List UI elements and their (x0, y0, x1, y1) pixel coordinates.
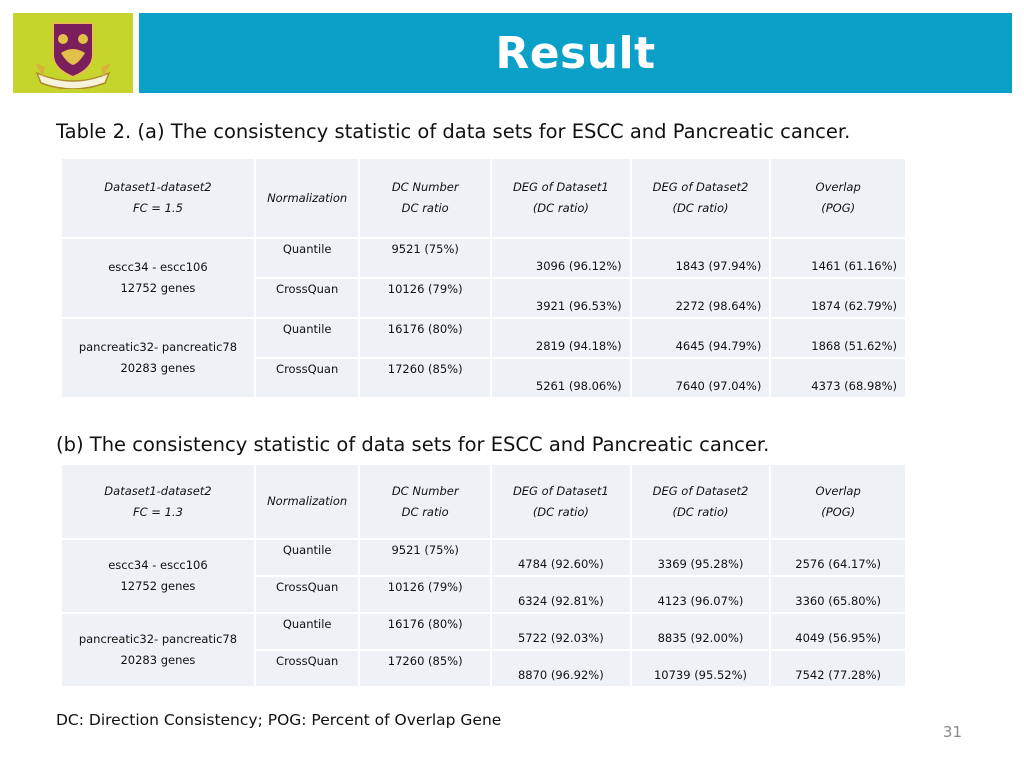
table-a-caption: Table 2. (a) The consistency statistic o… (56, 120, 851, 143)
table-a: Dataset1-dataset2 FC = 1.5 Normalization … (60, 157, 907, 399)
table-header-row: Dataset1-dataset2 FC = 1.3 Normalization … (60, 463, 907, 540)
table-row: CrossQuan 17260 (85%) 8870 (96.92%) 1073… (61, 649, 907, 688)
deg2-cell: 2272 (98.64%) (629, 277, 772, 319)
university-crest-icon (35, 22, 111, 89)
dc-cell: 17260 (85%) (358, 649, 492, 688)
deg2-cell: 4123 (96.07%) (629, 575, 772, 614)
dc-cell: 9521 (75%) (358, 237, 492, 279)
header-cell-normalization: Normalization (253, 157, 361, 239)
header-cell-dataset: Dataset1-dataset2 FC = 1.3 (60, 463, 256, 540)
table-row: pancreatic32- pancreatic78 20283 genes Qu… (60, 612, 907, 688)
header-cell-normalization: Normalization (253, 463, 361, 540)
table-row: CrossQuan 17260 (85%) 5261 (98.06%) 7640… (61, 357, 907, 399)
dc-cell: 10126 (79%) (358, 277, 492, 319)
table-b: Dataset1-dataset2 FC = 1.3 Normalization … (60, 463, 907, 688)
overlap-cell: 1868 (51.62%) (769, 317, 907, 359)
dataset-cell: escc34 - escc106 12752 genes (60, 237, 256, 319)
deg2-cell: 1843 (97.94%) (629, 237, 772, 279)
footnote: DC: Direction Consistency; POG: Percent … (56, 711, 502, 729)
dc-cell: 10126 (79%) (358, 575, 492, 614)
dataset-cell: pancreatic32- pancreatic78 20283 genes (60, 612, 256, 688)
header-cell-deg1: DEG of Dataset1 (DC ratio) (490, 157, 632, 239)
overlap-cell: 1461 (61.16%) (769, 237, 907, 279)
normalization-cell: Quantile (253, 317, 361, 359)
normalization-cell: Quantile (253, 237, 361, 279)
slide-title: Result (139, 13, 1012, 93)
normalization-cell: CrossQuan (253, 649, 361, 688)
header-cell-dc: DC Number DC ratio (358, 463, 492, 540)
dc-cell: 16176 (80%) (358, 612, 492, 651)
header-cell-dataset: Dataset1-dataset2 FC = 1.5 (60, 157, 256, 239)
deg1-cell: 5722 (92.03%) (490, 612, 632, 651)
overlap-cell: 4049 (56.95%) (769, 612, 907, 651)
page-number: 31 (942, 723, 962, 741)
overlap-cell: 7542 (77.28%) (769, 649, 907, 688)
table-row: CrossQuan 10126 (79%) 3921 (96.53%) 2272… (61, 277, 907, 319)
overlap-cell: 3360 (65.80%) (769, 575, 907, 614)
deg2-cell: 4645 (94.79%) (629, 317, 772, 359)
overlap-cell: 4373 (68.98%) (769, 357, 907, 399)
deg1-cell: 8870 (96.92%) (490, 649, 632, 688)
normalization-cell: CrossQuan (253, 575, 361, 614)
deg1-cell: 3921 (96.53%) (490, 277, 632, 319)
deg2-cell: 10739 (95.52%) (629, 649, 772, 688)
deg1-cell: 3096 (96.12%) (490, 237, 632, 279)
overlap-cell: 1874 (62.79%) (769, 277, 907, 319)
deg1-cell: 5261 (98.06%) (490, 357, 632, 399)
table-b-caption: (b) The consistency statistic of data se… (56, 433, 770, 456)
header-cell-overlap: Overlap (POG) (769, 463, 907, 540)
deg2-cell: 3369 (95.28%) (629, 538, 772, 577)
table-row: escc34 - escc106 12752 genes Quantile 952… (60, 538, 907, 614)
deg1-cell: 4784 (92.60%) (490, 538, 632, 577)
header-cell-deg1: DEG of Dataset1 (DC ratio) (490, 463, 632, 540)
deg1-cell: 2819 (94.18%) (490, 317, 632, 359)
header-cell-deg2: DEG of Dataset2 (DC ratio) (629, 463, 772, 540)
dataset-cell: pancreatic32- pancreatic78 20283 genes (60, 317, 256, 399)
table-row: CrossQuan 10126 (79%) 6324 (92.81%) 4123… (61, 575, 907, 614)
overlap-cell: 2576 (64.17%) (769, 538, 907, 577)
deg1-cell: 6324 (92.81%) (490, 575, 632, 614)
table-header-row: Dataset1-dataset2 FC = 1.5 Normalization … (60, 157, 907, 239)
normalization-cell: CrossQuan (253, 357, 361, 399)
dataset-cell: escc34 - escc106 12752 genes (60, 538, 256, 614)
deg2-cell: 8835 (92.00%) (629, 612, 772, 651)
header-cell-deg2: DEG of Dataset2 (DC ratio) (629, 157, 772, 239)
normalization-cell: Quantile (253, 538, 361, 577)
header-cell-dc: DC Number DC ratio (358, 157, 492, 239)
logo-box (13, 13, 133, 93)
table-row: escc34 - escc106 12752 genes Quantile 952… (60, 237, 907, 319)
dc-cell: 17260 (85%) (358, 357, 492, 399)
dc-cell: 16176 (80%) (358, 317, 492, 359)
normalization-cell: Quantile (253, 612, 361, 651)
dc-cell: 9521 (75%) (358, 538, 492, 577)
deg2-cell: 7640 (97.04%) (629, 357, 772, 399)
header-cell-overlap: Overlap (POG) (769, 157, 907, 239)
table-row: pancreatic32- pancreatic78 20283 genes Qu… (60, 317, 907, 399)
normalization-cell: CrossQuan (253, 277, 361, 319)
